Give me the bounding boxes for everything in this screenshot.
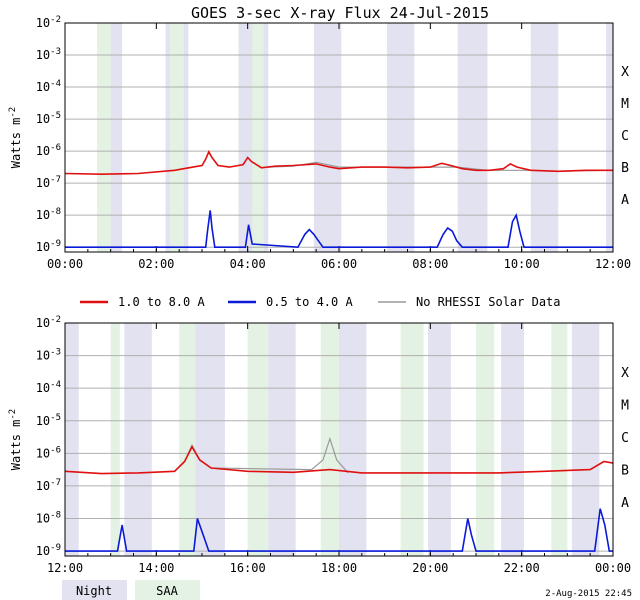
top-saa-band-0 — [96, 23, 111, 252]
saa-label: SAA — [156, 584, 178, 598]
top-series-long-1.0-8.0A — [64, 149, 613, 176]
bottom-y-axis-label: Watts m-2 — [8, 409, 23, 470]
bottom-saa-band-2 — [247, 323, 269, 556]
bottom-y-tick-label: 10-7 — [36, 478, 61, 493]
bottom-y-tick-label: 10-3 — [36, 348, 61, 363]
bottom-y-tick-label: 10-8 — [36, 511, 61, 526]
bottom-y-tick-label: 10-6 — [36, 445, 61, 460]
bottom-x-tick-label: 20:00 — [412, 561, 448, 575]
bottom-flare-class-M: M — [621, 398, 629, 413]
top-night-band-7 — [606, 23, 613, 252]
top-y-tick-label: 10-5 — [36, 111, 61, 126]
chart-title: GOES 3-sec X-ray Flux 24-Jul-2015 — [191, 4, 489, 22]
bottom-x-tick-label: 12:00 — [47, 561, 83, 575]
top-night-band-3 — [313, 23, 342, 252]
period-legend: Night SAA — [62, 580, 200, 600]
top-flare-class-X: X — [621, 65, 629, 80]
top-y-tick-label: 10-7 — [36, 175, 61, 190]
bottom-night-band-4 — [339, 323, 367, 556]
bottom-y-tick-label: 10-5 — [36, 413, 61, 428]
bottom-night-band-3 — [268, 323, 296, 556]
footer-timestamp: 2-Aug-2015 22:45 — [545, 589, 632, 599]
top-x-tick-label: 10:00 — [504, 257, 540, 271]
top-night-band-6 — [530, 23, 559, 252]
bottom-x-tick-label: 22:00 — [504, 561, 540, 575]
top-series-short-0.5-4.0A — [65, 210, 613, 249]
bottom-night-band-2 — [195, 323, 225, 556]
top-night-band-5 — [457, 23, 488, 252]
top-flare-class-A: A — [621, 193, 629, 208]
top-flare-class-B: B — [621, 161, 629, 176]
top-y-tick-label: 10-6 — [36, 143, 61, 158]
bottom-flare-class-C: C — [621, 431, 629, 446]
night-swatch — [62, 580, 127, 600]
bottom-night-band-0 — [65, 323, 79, 556]
bottom-x-tick-label: 00:00 — [595, 561, 631, 575]
bottom-y-tick-label: 10-2 — [36, 315, 61, 330]
bottom-flare-class-B: B — [621, 464, 629, 479]
bottom-flare-class-A: A — [621, 496, 629, 511]
top-saa-band-2 — [252, 23, 264, 252]
bottom-night-band-1 — [124, 323, 152, 556]
bottom-saa-band-4 — [400, 323, 424, 556]
top-x-tick-label: 12:00 — [595, 257, 631, 271]
top-x-tick-label: 04:00 — [230, 257, 266, 271]
bottom-panel: 10-2 10-3 10-4 10-5 10-6 10-7 10-8 10-9 12:00 14:… — [8, 315, 631, 575]
bottom-saa-band-6 — [551, 323, 568, 556]
bottom-flare-class-X: X — [621, 366, 629, 381]
top-flare-class-C: C — [621, 129, 629, 144]
bottom-y-tick-label: 10-4 — [36, 380, 61, 395]
bottom-x-tick-label: 18:00 — [321, 561, 357, 575]
top-x-tick-label: 08:00 — [412, 257, 448, 271]
top-x-tick-label: 02:00 — [138, 257, 174, 271]
legend: 1.0 to 8.0 A 0.5 to 4.0 A No RHESSI Sola… — [80, 295, 561, 309]
top-flare-class-M: M — [621, 97, 629, 112]
top-y-tick-label: 10-9 — [36, 239, 61, 254]
top-y-tick-label: 10-4 — [36, 79, 61, 94]
bottom-y-tick-label: 10-9 — [36, 543, 61, 558]
top-night-band-4 — [386, 23, 415, 252]
top-y-axis-label: Watts m-2 — [8, 107, 23, 168]
top-night-band-0 — [110, 23, 123, 252]
top-y-tick-label: 10-8 — [36, 207, 61, 222]
top-x-tick-label: 00:00 — [47, 257, 83, 271]
legend-label-short: 0.5 to 4.0 A — [266, 295, 353, 309]
top-panel: 10-2 10-3 10-4 10-5 10-6 10-7 10-8 10-9 00:00 02:… — [8, 15, 631, 271]
bottom-x-tick-label: 16:00 — [230, 561, 266, 575]
bottom-night-band-5 — [428, 323, 451, 556]
bottom-saa-band-0 — [110, 323, 120, 556]
top-saa-band-1 — [170, 23, 184, 252]
bottom-night-band-6 — [501, 323, 524, 556]
saa-swatch — [135, 580, 200, 600]
top-y-tick-label: 10-3 — [36, 47, 61, 62]
bottom-saa-band-1 — [179, 323, 196, 556]
bottom-saa-band-5 — [476, 323, 495, 556]
legend-label-long: 1.0 to 8.0 A — [118, 295, 205, 309]
bottom-night-band-7 — [571, 323, 600, 556]
top-x-tick-label: 06:00 — [321, 257, 357, 271]
top-y-tick-label: 10-2 — [36, 15, 61, 30]
bottom-series-long-1.0-8.0A — [64, 445, 614, 475]
top-plot-frame — [64, 22, 614, 253]
bottom-series-short-0.5-4.0A — [65, 508, 613, 552]
bottom-x-tick-label: 14:00 — [138, 561, 174, 575]
bottom-plot-frame — [64, 322, 614, 557]
night-label: Night — [76, 584, 112, 598]
legend-label-norhessi: No RHESSI Solar Data — [416, 295, 561, 309]
